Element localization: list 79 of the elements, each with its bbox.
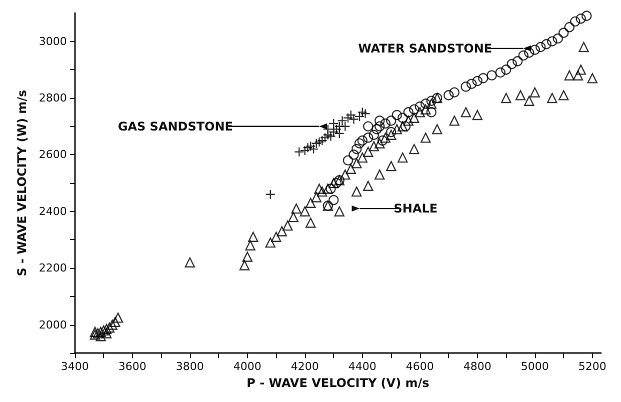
x-tick-label: 4400 [348,360,376,374]
x-tick-label: 3400 [60,360,89,374]
point [320,132,330,143]
point [414,101,425,112]
point [392,110,402,120]
point [449,87,460,98]
point [444,90,454,100]
point [501,64,512,75]
point [357,135,368,146]
y-tick-label: 2800 [38,92,67,105]
point [409,104,420,114]
point [342,155,354,166]
point [308,144,319,154]
point [486,70,497,80]
point [518,50,528,61]
point [380,118,390,129]
point [506,58,517,70]
y-tick-label: 2400 [38,204,67,218]
point [374,116,385,126]
point [478,73,488,84]
point [403,107,414,118]
point [558,28,569,38]
point [328,194,339,206]
point [472,76,482,86]
y-tick-label: 3000 [38,34,67,48]
point [331,178,342,188]
y-tick-label: 2600 [38,148,67,162]
point [400,121,411,132]
point [570,16,580,27]
point [426,107,436,118]
point [547,36,558,46]
point [576,14,586,24]
x-tick-label: 4200 [290,360,319,374]
point [420,98,431,109]
point [386,116,396,126]
x-tick-label: 4800 [463,360,492,374]
point [374,121,385,132]
x-tick-label: 4600 [406,360,434,374]
point [541,39,552,50]
point [322,200,333,211]
annotation: GAS SANDSTONE [118,119,234,134]
point [530,44,540,55]
annotation: SHALE [394,202,438,216]
point [552,33,563,44]
x-tick-label: 5000 [520,360,549,374]
point [582,10,592,21]
point [342,112,354,123]
x-tick-label: 3600 [118,360,146,374]
point [398,112,408,123]
point [495,67,506,78]
point [363,121,374,132]
point [536,42,546,52]
point [512,56,523,66]
annotation: WATER SANDSTONE [358,41,492,56]
y-tick-label: 2000 [38,318,67,332]
point [354,138,365,148]
point [368,130,379,140]
x-axis-title: P - WAVE VELOCITY (V) m/s [246,376,430,390]
x-tick-label: 3800 [176,360,204,374]
point [326,184,336,194]
y-tick-label: 2200 [38,262,67,275]
point [564,22,574,32]
point [354,111,365,122]
point [466,78,477,89]
point [346,110,356,120]
x-tick-label: 5200 [578,360,606,374]
point [348,150,359,160]
x-tick-label: 4000 [233,360,262,374]
point [372,124,382,134]
point [363,132,374,143]
point [524,48,534,58]
point [386,126,396,138]
point [377,135,388,146]
point [432,92,442,104]
point [352,144,362,154]
point [426,96,436,106]
point [334,175,344,186]
point [460,82,471,92]
y-axis-title: S - WAVE VELOCITY (W) m/s [15,90,29,276]
